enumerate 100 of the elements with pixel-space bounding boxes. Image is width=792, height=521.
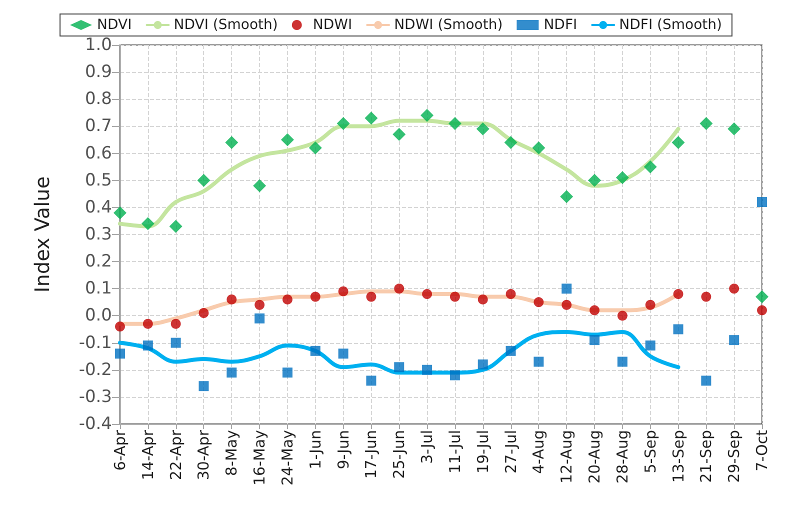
point bbox=[729, 284, 740, 294]
point bbox=[701, 376, 712, 386]
point bbox=[114, 206, 126, 220]
y-tick-label: 0.9 bbox=[84, 62, 112, 82]
point bbox=[478, 294, 488, 304]
point bbox=[366, 376, 376, 386]
y-tick-label: 0.8 bbox=[84, 89, 112, 110]
point bbox=[450, 370, 460, 380]
point bbox=[673, 289, 684, 300]
point bbox=[142, 340, 153, 350]
x-tick-label: 12-Aug bbox=[558, 430, 576, 484]
x-tick-label: 14-Apr bbox=[138, 429, 157, 480]
point bbox=[141, 217, 154, 230]
point bbox=[338, 348, 348, 359]
point bbox=[728, 122, 741, 136]
point bbox=[142, 318, 153, 329]
x-tick-label: 4-Aug bbox=[530, 430, 548, 474]
point bbox=[225, 136, 238, 149]
point bbox=[757, 197, 767, 208]
legend-label: NDVI bbox=[97, 17, 132, 33]
point bbox=[282, 294, 292, 304]
y-tick-label: -0.3 bbox=[78, 386, 112, 407]
point bbox=[282, 368, 292, 378]
y-tick-label: 0.6 bbox=[84, 143, 112, 164]
point bbox=[617, 356, 628, 367]
point bbox=[590, 335, 600, 346]
point bbox=[506, 289, 516, 300]
point bbox=[645, 340, 656, 350]
point bbox=[588, 174, 602, 187]
y-tick-label: -0.2 bbox=[78, 360, 112, 380]
point bbox=[422, 289, 432, 300]
point bbox=[170, 338, 181, 348]
point bbox=[448, 117, 462, 130]
point bbox=[450, 292, 460, 302]
point bbox=[616, 171, 629, 184]
point bbox=[700, 117, 713, 130]
x-tick-label: 9-Jun bbox=[334, 430, 352, 470]
point bbox=[170, 318, 181, 329]
point bbox=[644, 160, 657, 174]
legend-label: NDVI (Smooth) bbox=[174, 17, 278, 33]
point bbox=[310, 292, 320, 302]
point bbox=[115, 348, 125, 359]
point bbox=[364, 112, 378, 125]
point bbox=[310, 346, 320, 356]
x-tick-label: 29-Sep bbox=[725, 430, 744, 483]
x-tick-label: 11-Jul bbox=[446, 430, 464, 474]
point bbox=[590, 305, 600, 316]
point bbox=[226, 294, 237, 304]
y-tick-label: 0.2 bbox=[84, 252, 112, 272]
point bbox=[226, 368, 237, 378]
point bbox=[280, 133, 294, 146]
point bbox=[476, 122, 490, 136]
point bbox=[532, 141, 546, 154]
x-tick-label: 19-Jul bbox=[474, 430, 492, 474]
point bbox=[617, 310, 628, 321]
legend-label: NDFI bbox=[544, 17, 578, 33]
point bbox=[169, 220, 182, 233]
point bbox=[478, 359, 488, 370]
y-tick-label: 0.5 bbox=[84, 170, 112, 190]
y-tick-label: 0.3 bbox=[84, 224, 112, 244]
y-tick-label: 0.1 bbox=[84, 278, 112, 299]
point bbox=[729, 335, 740, 346]
point bbox=[197, 174, 210, 187]
x-tick-label: 16-May bbox=[250, 430, 269, 486]
x-tick-label: 17-Jun bbox=[362, 430, 380, 479]
x-tick-label: 24-May bbox=[278, 430, 296, 486]
x-tick-label: 13-Sep bbox=[669, 430, 688, 483]
x-tick-label: 27-Jul bbox=[502, 430, 520, 474]
point bbox=[562, 284, 572, 294]
point bbox=[253, 179, 266, 192]
x-tick-label: 5-Sep bbox=[641, 430, 660, 474]
legend-label: NDFI (Smooth) bbox=[619, 17, 722, 33]
point bbox=[198, 381, 209, 392]
x-tick-label: 28-Aug bbox=[613, 430, 632, 484]
point bbox=[254, 313, 265, 324]
point bbox=[338, 286, 348, 296]
x-tick-label: 21-Sep bbox=[697, 430, 716, 483]
x-tick-label: 8-May bbox=[222, 430, 241, 476]
point bbox=[756, 290, 768, 304]
y-tick-label: -0.1 bbox=[78, 332, 112, 353]
point bbox=[366, 292, 376, 302]
x-tick-label: 22-Apr bbox=[166, 429, 185, 480]
x-tick-label: 1-Jun bbox=[306, 430, 324, 470]
point bbox=[673, 324, 684, 334]
point bbox=[562, 300, 572, 310]
point bbox=[534, 297, 544, 308]
legend-label: NDWI bbox=[312, 17, 352, 33]
x-tick-label: 20-Aug bbox=[586, 430, 604, 484]
x-tick-label: 30-Apr bbox=[194, 429, 213, 480]
point bbox=[701, 292, 712, 302]
point bbox=[534, 356, 544, 367]
y-tick-label: 0.0 bbox=[84, 306, 112, 326]
x-tick-label: 25-Jun bbox=[390, 430, 408, 479]
point bbox=[672, 136, 685, 149]
point bbox=[336, 117, 350, 130]
point bbox=[392, 128, 406, 141]
y-tick-label: 0.7 bbox=[84, 116, 112, 136]
point bbox=[254, 300, 265, 310]
y-axis-title: Index Value bbox=[30, 176, 54, 293]
point bbox=[757, 305, 767, 316]
